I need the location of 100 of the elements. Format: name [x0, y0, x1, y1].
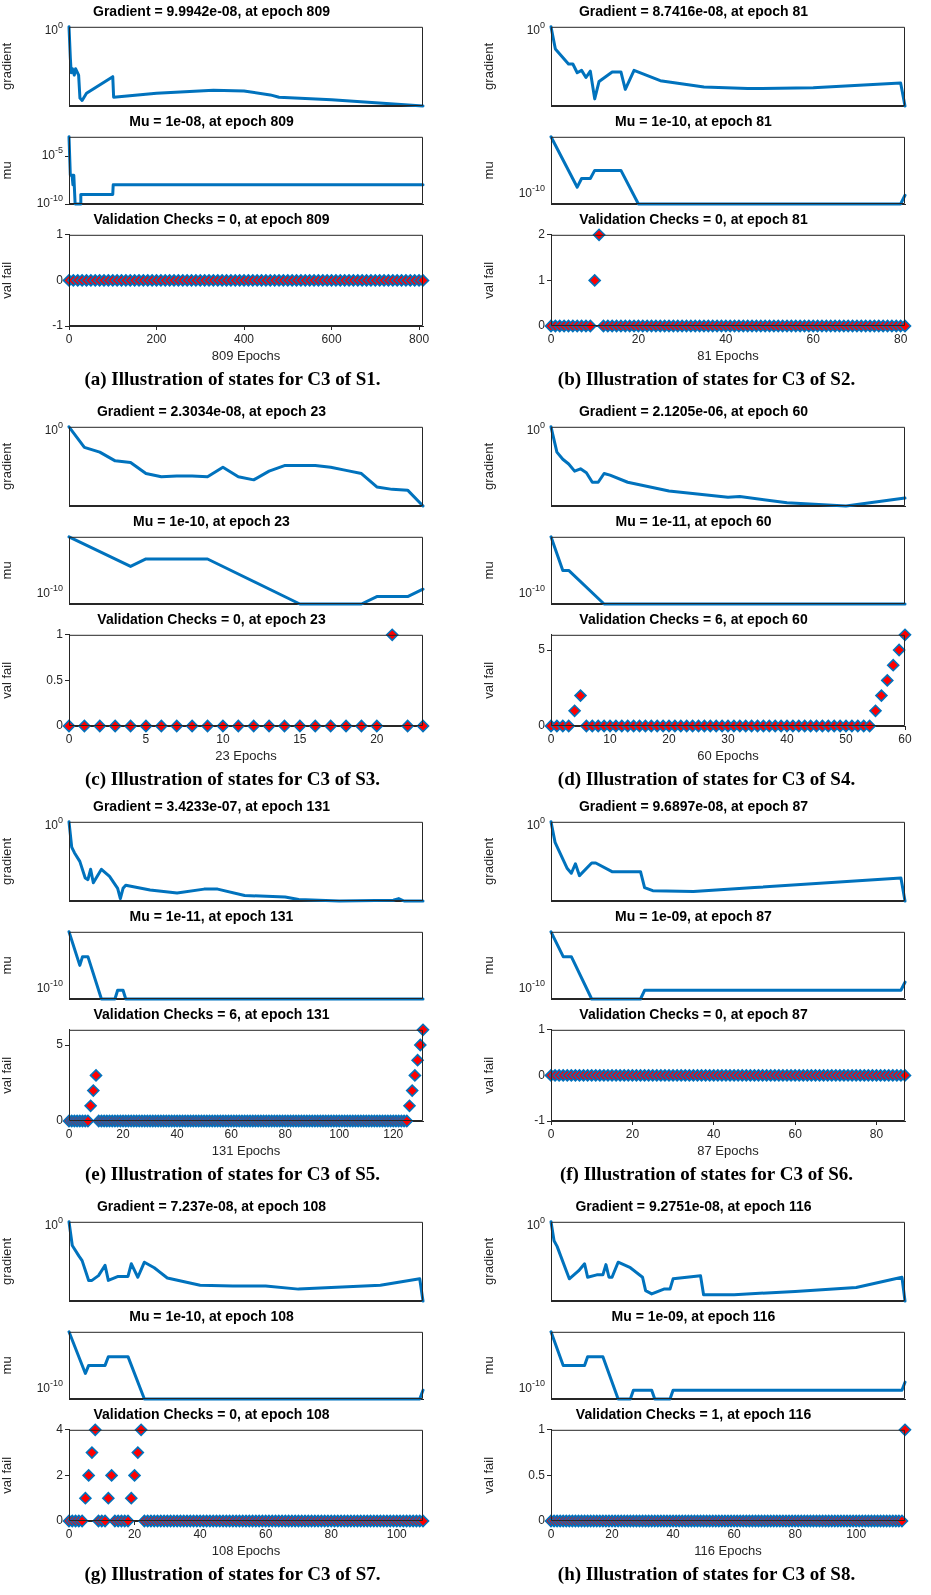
x-axis-title: 23 Epochs [215, 747, 278, 763]
x-tick-label: 20 [370, 731, 384, 746]
y-axis-title: mu [481, 161, 497, 180]
x-tick-label: 100 [846, 1526, 867, 1541]
y-axis-title: val fail [0, 1456, 15, 1494]
x-tick-label: 5 [142, 731, 150, 746]
x-tick-label: 200 [146, 331, 167, 346]
y-axis-title: mu [0, 561, 15, 580]
y-axis-title: gradient [481, 1237, 497, 1285]
y-tick-label: 0 [56, 272, 64, 287]
x-tick-label: 20 [605, 1526, 620, 1541]
x-tick-label: 60 [727, 1526, 742, 1541]
y-axis-title: val fail [0, 261, 15, 299]
x-tick-label: 20 [116, 1126, 131, 1141]
y-tick-label: 1 [538, 1022, 546, 1037]
chart-title: Mu = 1e-08, at epoch 809 [129, 113, 294, 130]
chart-title: Validation Checks = 6, at epoch 131 [93, 1006, 330, 1023]
x-tick-label: 30 [721, 731, 735, 746]
text: (d) Illustration of states for C3 of S4. [556, 768, 857, 790]
y-tick-label: 0 [538, 718, 546, 733]
x-tick-label: 80 [893, 331, 908, 346]
chart-title: Mu = 1e-10, at epoch 108 [129, 1308, 294, 1325]
text: (a) Illustration of states for C3 of S1. [83, 368, 382, 390]
chart-title: Gradient = 3.4233e-07, at epoch 131 [93, 798, 331, 815]
y-axis-title: gradient [0, 1237, 15, 1285]
chart-title: Mu = 1e-10, at epoch 81 [615, 113, 773, 130]
chart-title: Validation Checks = 0, at epoch 23 [97, 611, 326, 628]
y-tick-label: 5 [56, 1037, 64, 1052]
y-tick-label: 0 [538, 1067, 546, 1082]
y-axis-title: mu [481, 1356, 497, 1375]
chart-title: Mu = 1e-09, at epoch 87 [615, 908, 773, 925]
y-axis-title: val fail [481, 661, 497, 699]
chart-title: Gradient = 9.2751e-08, at epoch 116 [575, 1198, 812, 1215]
chart-title: Gradient = 8.7416e-08, at epoch 81 [578, 3, 809, 20]
y-axis-title: mu [481, 956, 497, 975]
chart-title: Gradient = 2.1205e-06, at epoch 60 [578, 403, 809, 420]
chart-title: Mu = 1e-11, at epoch 60 [615, 513, 772, 530]
y-axis-title: val fail [481, 261, 497, 299]
x-tick-label: 20 [625, 1126, 640, 1141]
y-tick-label: 1 [538, 1422, 546, 1437]
y-tick-label: 4 [56, 1422, 64, 1437]
y-tick-label: 2 [56, 1467, 64, 1482]
chart-title: Validation Checks = 0, at epoch 81 [579, 211, 808, 228]
x-axis-title: 60 Epochs [697, 747, 760, 763]
x-tick-label: 40 [666, 1526, 681, 1541]
x-tick-label: 100 [329, 1126, 350, 1141]
y-tick-label: 0 [56, 718, 64, 733]
x-tick-label: 40 [193, 1526, 208, 1541]
chart-title: Validation Checks = 0, at epoch 87 [579, 1006, 808, 1023]
x-tick-label: 80 [324, 1526, 339, 1541]
x-tick-label: 120 [383, 1126, 404, 1141]
chart-title: Gradient = 9.6897e-08, at epoch 87 [578, 798, 809, 815]
x-tick-label: 20 [127, 1526, 142, 1541]
x-tick-label: 60 [258, 1526, 273, 1541]
y-axis-title: gradient [0, 42, 15, 90]
x-axis-title: 108 Epochs [211, 1542, 281, 1558]
y-axis-title: gradient [0, 442, 15, 490]
chart-title: Mu = 1e-09, at epoch 116 [611, 1308, 776, 1325]
y-tick-label: 1 [538, 272, 546, 287]
y-tick-label: 1 [56, 227, 64, 242]
x-tick-label: 10 [216, 731, 230, 746]
x-tick-label: 80 [278, 1126, 293, 1141]
y-tick-label: 0 [538, 318, 546, 333]
y-tick-label: 5 [538, 642, 546, 657]
x-axis-title: 131 Epochs [211, 1142, 281, 1158]
y-tick-label: 1 [56, 627, 64, 642]
y-axis-title: mu [0, 956, 15, 975]
x-tick-label: 40 [707, 1126, 721, 1141]
text: (c) Illustration of states for C3 of S3. [83, 768, 382, 790]
x-tick-label: 20 [662, 731, 676, 746]
chart-title: Gradient = 9.9942e-08, at epoch 809 [93, 3, 331, 20]
y-axis-title: val fail [481, 1056, 497, 1094]
x-tick-label: 60 [898, 731, 912, 746]
x-tick-label: 80 [788, 1526, 803, 1541]
y-tick-label: 0.5 [528, 1467, 546, 1482]
text: (f) Illustration of states for C3 of S6. [558, 1163, 855, 1185]
x-axis-title: 81 Epochs [697, 347, 760, 363]
y-axis-title: mu [0, 1356, 15, 1375]
text: (b) Illustration of states for C3 of S2. [556, 368, 857, 390]
y-axis-title: mu [0, 161, 15, 180]
chart-title: Mu = 1e-10, at epoch 23 [133, 513, 291, 530]
chart-title: Validation Checks = 1, at epoch 116 [575, 1406, 812, 1423]
text: (g) Illustration of states for C3 of S7. [83, 1563, 382, 1585]
x-tick-label: 400 [234, 331, 255, 346]
y-tick-label: 0 [56, 1113, 64, 1128]
x-axis-title: 809 Epochs [211, 347, 281, 363]
text: (h) Illustration of states for C3 of S8. [556, 1563, 857, 1585]
chart-title: Validation Checks = 0, at epoch 809 [93, 211, 330, 228]
x-tick-label: 40 [719, 331, 733, 346]
text: (e) Illustration of states for C3 of S5. [83, 1163, 382, 1185]
chart-title: Validation Checks = 6, at epoch 60 [579, 611, 808, 628]
x-tick-label: 60 [806, 331, 821, 346]
x-axis-title: 116 Epochs [694, 1542, 763, 1558]
y-axis-title: gradient [481, 837, 497, 885]
x-tick-label: 60 [224, 1126, 239, 1141]
x-tick-label: 50 [839, 731, 853, 746]
x-tick-label: 20 [631, 331, 646, 346]
y-tick-label: 0.5 [46, 672, 64, 687]
x-tick-label: 10 [603, 731, 617, 746]
y-axis-title: gradient [481, 442, 497, 490]
